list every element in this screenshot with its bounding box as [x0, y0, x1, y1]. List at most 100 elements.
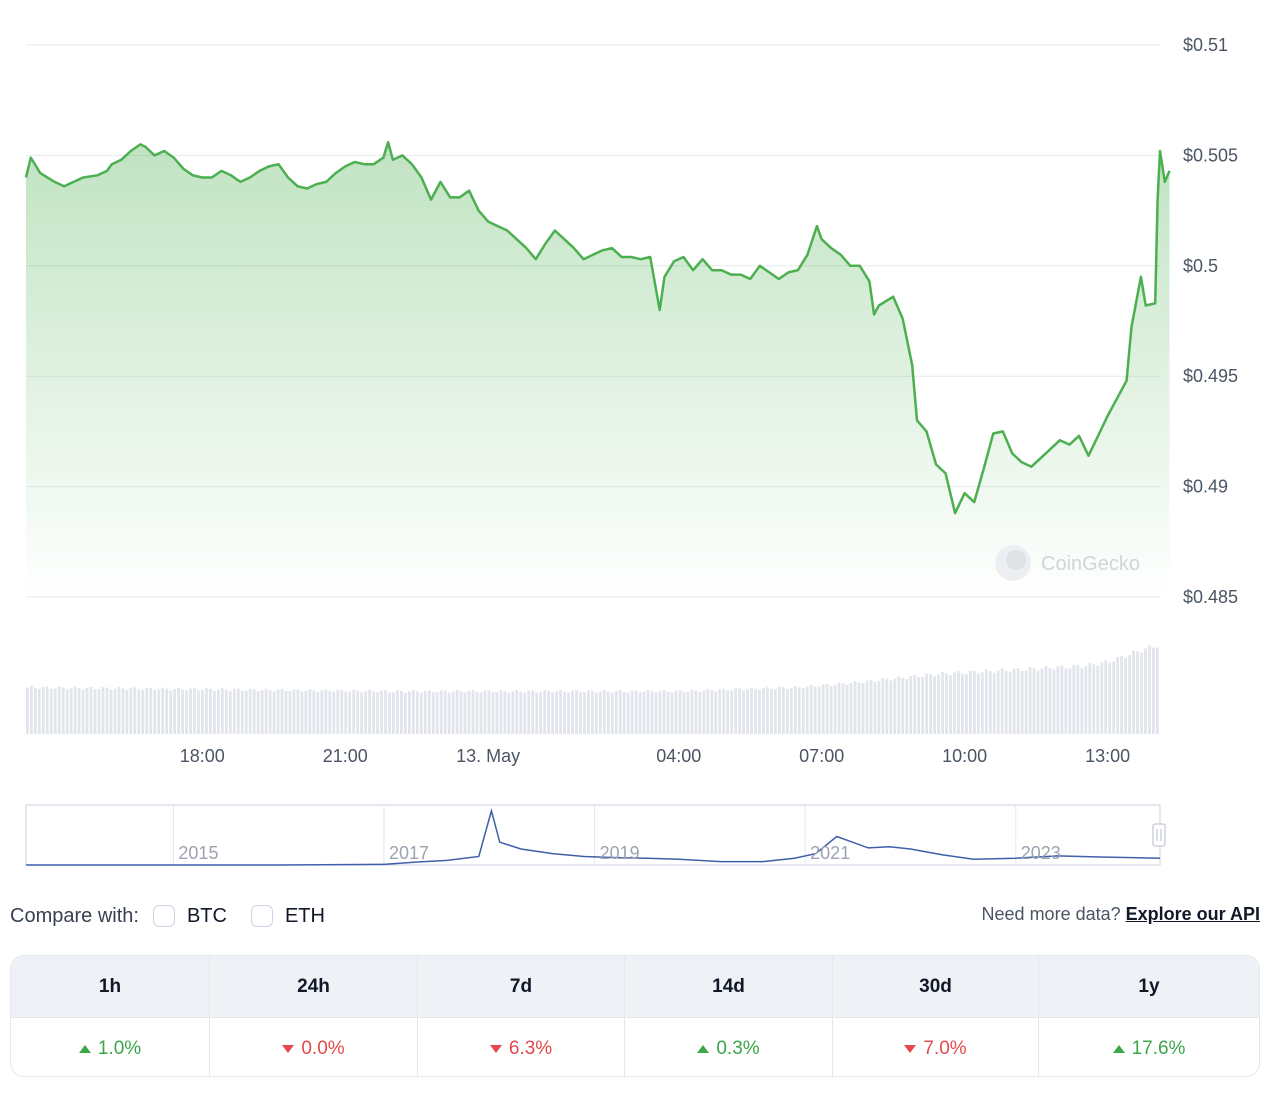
volume-bar	[622, 692, 626, 734]
checkbox-box[interactable]	[152, 905, 175, 927]
volume-bar	[1028, 667, 1032, 734]
compare-label: Compare with:	[10, 904, 139, 927]
volume-bar	[320, 690, 324, 734]
volume-bar	[559, 690, 562, 734]
volume-bar	[109, 689, 113, 734]
volume-bar	[988, 670, 992, 734]
volume-bar	[969, 670, 972, 734]
volume-bar	[419, 692, 423, 734]
volume-bar	[260, 690, 264, 734]
volume-bar	[1032, 668, 1036, 734]
volume-bar	[949, 675, 952, 734]
volume-bar	[1140, 652, 1143, 734]
volume-bar	[205, 688, 208, 734]
volume-bar	[185, 690, 188, 734]
volume-bar	[169, 690, 173, 734]
volume-bar	[817, 686, 821, 734]
price-area	[26, 142, 1170, 597]
volume-bar	[495, 691, 499, 734]
y-tick-label: $0.5	[1183, 256, 1218, 276]
volume-bar	[845, 684, 849, 734]
volume-bar	[853, 681, 857, 734]
performance-header-7d: 7d	[418, 956, 625, 1017]
volume-bar	[972, 670, 976, 734]
volume-bar	[531, 690, 535, 734]
compare-eth-checkbox[interactable]: ETH	[250, 905, 325, 928]
volume-bar	[471, 690, 475, 734]
volume-bar	[475, 691, 479, 734]
volume-bar	[1148, 645, 1151, 734]
volume-bar	[598, 691, 602, 734]
volume-bar	[1076, 665, 1080, 734]
volume-bar	[483, 690, 487, 734]
performance-value-7d: 6.3%	[418, 1018, 625, 1076]
volume-bar	[105, 687, 109, 734]
volume-bar	[121, 688, 125, 734]
price-axis: $0.51 $0.505 $0.5 $0.495 $0.49 $0.485	[1183, 35, 1238, 607]
compare-btc-checkbox[interactable]: BTC	[152, 905, 227, 928]
volume-bar	[869, 679, 873, 734]
volume-bar	[388, 692, 391, 734]
volume-bar	[372, 691, 375, 734]
volume-bar	[770, 689, 773, 734]
volume-bar	[873, 681, 877, 734]
volume-bar	[579, 692, 582, 734]
volume-bar	[57, 686, 61, 734]
performance-value-14d: 0.3%	[625, 1018, 833, 1076]
volume-bar	[368, 689, 371, 734]
volume-bar	[543, 690, 547, 734]
volume-bar	[411, 690, 415, 734]
volume-bar	[201, 690, 204, 734]
range-navigator[interactable]: 2015 2017 2019 2021 2023	[25, 804, 1166, 866]
volume-bar	[837, 682, 841, 734]
volume-bar	[1104, 660, 1108, 734]
volume-bar	[129, 688, 133, 734]
volume-bar	[336, 689, 340, 734]
volume-bar	[666, 691, 670, 734]
navigator-handle[interactable]	[1152, 823, 1166, 847]
volume-bar	[1080, 668, 1084, 734]
volume-bar	[384, 690, 387, 734]
volume-bar	[1096, 665, 1100, 734]
volume-bar	[479, 692, 483, 734]
volume-bar	[276, 689, 280, 734]
volume-bar	[1036, 670, 1040, 734]
time-axis: 18:00 21:00 13. May 04:00 07:00 10:00 13:00	[180, 746, 1130, 766]
volume-bar	[463, 692, 467, 734]
volume-bar	[793, 686, 797, 734]
volume-bar	[1012, 668, 1016, 734]
volume-bar	[296, 689, 300, 734]
checkbox-box[interactable]	[250, 905, 273, 927]
volume-bar	[197, 690, 200, 734]
volume-bar	[376, 692, 379, 734]
performance-value-24h: 0.0%	[210, 1018, 418, 1076]
volume-bar	[575, 690, 578, 734]
volume-bar	[857, 682, 861, 734]
volume-bar	[905, 679, 909, 734]
x-tick-label: 18:00	[180, 746, 225, 766]
volume-bar	[1068, 668, 1072, 734]
volume-bar	[515, 690, 519, 734]
volume-bar	[1056, 666, 1060, 734]
navigator-year-label: 2023	[1021, 843, 1061, 863]
volume-bar	[1024, 670, 1028, 734]
volume-bar	[976, 673, 980, 734]
volume-bar	[984, 669, 988, 734]
volume-bar	[662, 690, 666, 734]
volume-bar	[352, 689, 356, 734]
volume-bar	[841, 683, 845, 734]
compare-with: Compare with: BTC ETH	[10, 898, 349, 934]
volume-bar	[511, 691, 515, 734]
volume-bar	[228, 690, 232, 734]
y-tick-label: $0.505	[1183, 145, 1238, 165]
volume-bar	[583, 692, 586, 734]
price-chart[interactable]: $0.51 $0.505 $0.5 $0.495 $0.49 $0.485 CoinGec…	[0, 0, 1280, 880]
explore-api-link[interactable]: Explore our API	[1125, 904, 1260, 924]
volume-bar	[897, 676, 901, 734]
performance-value-1y: 17.6%	[1039, 1018, 1259, 1076]
volume-bar	[690, 689, 694, 734]
volume-bar	[606, 691, 610, 734]
volume-bar	[1128, 655, 1131, 734]
performance-header-14d: 14d	[625, 956, 833, 1017]
performance-header-1h: 1h	[11, 956, 210, 1017]
